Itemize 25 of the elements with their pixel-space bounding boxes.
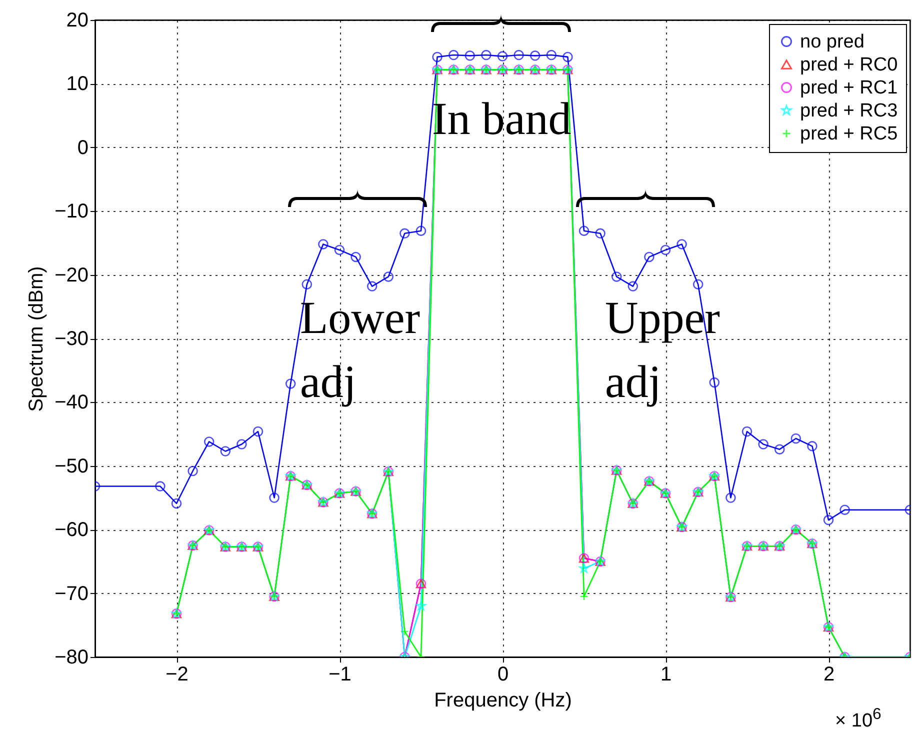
y-tick-label: 10 xyxy=(66,73,88,96)
y-tick-label: −30 xyxy=(54,328,88,350)
legend-label: pred + RC3 xyxy=(800,100,898,122)
y-tick-label: −10 xyxy=(54,200,88,223)
x-tick-label: 1 xyxy=(660,664,672,686)
y-tick-label: −50 xyxy=(54,455,88,478)
x-tick-label: 0 xyxy=(497,664,509,686)
y-tick-label: 0 xyxy=(77,136,88,159)
x-tick-label: −2 xyxy=(166,664,188,686)
x-axis-title: Frequency (Hz) xyxy=(434,690,572,712)
y-tick-label: −80 xyxy=(54,646,88,668)
y-tick-label: −70 xyxy=(54,582,88,605)
legend-label: pred + RC1 xyxy=(800,78,898,98)
x-tick-label: −1 xyxy=(328,664,352,686)
legend-label: pred + RC5 xyxy=(800,124,898,144)
y-tick-label: −20 xyxy=(54,264,88,286)
text: × 10$^{6}$ xyxy=(835,705,882,732)
y-tick-label: −60 xyxy=(54,519,88,542)
y-axis-title: Spectrum (dBm) xyxy=(26,266,48,412)
legend-label: pred + RC0 xyxy=(800,54,898,76)
y-tick-label: −40 xyxy=(54,392,88,414)
legend-label: no pred xyxy=(800,32,864,52)
annotation: Lower adj xyxy=(300,291,420,409)
x-tick-label: 2 xyxy=(823,664,835,686)
y-tick-label: 20 xyxy=(66,10,88,32)
